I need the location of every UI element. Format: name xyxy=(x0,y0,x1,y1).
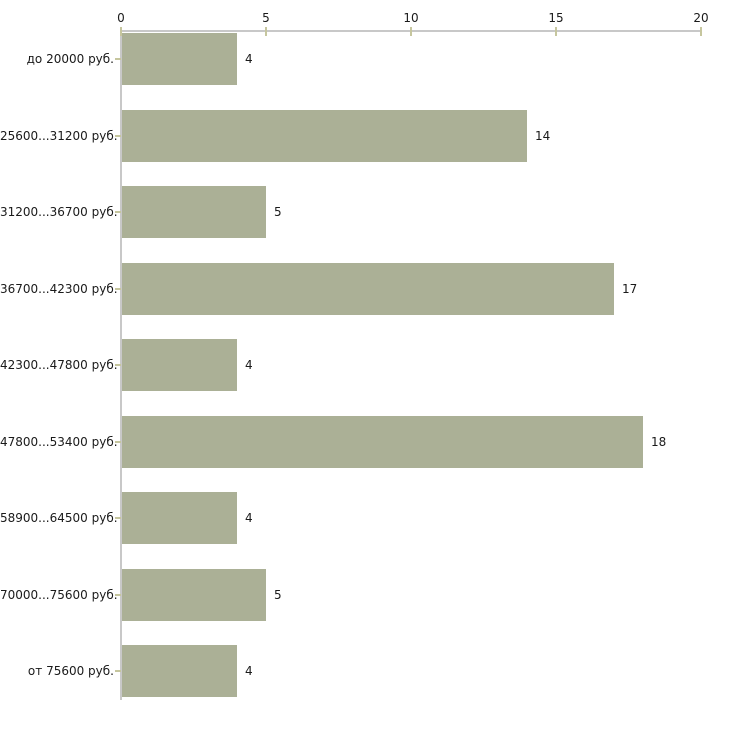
x-axis-tick-label: 20 xyxy=(693,11,709,25)
category-label: 42300...47800 руб. xyxy=(0,358,118,372)
y-axis-tick xyxy=(115,670,121,672)
category-label: 70000...75600 руб. xyxy=(0,588,118,602)
value-label: 5 xyxy=(274,205,282,219)
y-axis-tick xyxy=(115,135,121,137)
y-axis-tick xyxy=(115,58,121,60)
y-axis-tick xyxy=(115,517,121,519)
value-label: 4 xyxy=(245,52,253,66)
category-label: 31200...36700 руб. xyxy=(0,205,118,219)
x-axis-tick xyxy=(410,27,412,36)
category-label: до 20000 руб. xyxy=(26,52,114,66)
value-label: 5 xyxy=(274,588,282,602)
value-label: 4 xyxy=(245,664,253,678)
category-label: от 75600 руб. xyxy=(27,664,114,678)
category-label: 58900...64500 руб. xyxy=(0,511,118,525)
category-label: 25600...31200 руб. xyxy=(0,129,118,143)
value-label: 14 xyxy=(535,129,551,143)
bar xyxy=(122,263,614,315)
bar xyxy=(122,416,643,468)
value-label: 17 xyxy=(622,282,638,296)
bar xyxy=(122,645,237,697)
value-label: 4 xyxy=(245,511,253,525)
x-axis-tick-label: 5 xyxy=(262,11,270,25)
bar xyxy=(122,339,237,391)
bar xyxy=(122,110,527,162)
value-label: 4 xyxy=(245,358,253,372)
bar xyxy=(122,33,237,85)
y-axis-tick xyxy=(115,288,121,290)
x-axis-tick xyxy=(120,27,122,36)
category-label: 47800...53400 руб. xyxy=(0,435,118,449)
y-axis-tick xyxy=(115,211,121,213)
category-label: 36700...42300 руб. xyxy=(0,282,118,296)
x-axis-tick-label: 15 xyxy=(548,11,564,25)
y-axis-tick xyxy=(115,594,121,596)
x-axis-tick xyxy=(555,27,557,36)
x-axis-tick xyxy=(265,27,267,36)
x-axis-tick xyxy=(700,27,702,36)
x-axis-tick-label: 0 xyxy=(117,11,125,25)
y-axis-tick xyxy=(115,364,121,366)
x-axis-tick-label: 10 xyxy=(403,11,419,25)
y-axis-tick xyxy=(115,441,121,443)
bar xyxy=(122,569,266,621)
bar xyxy=(122,186,266,238)
bar xyxy=(122,492,237,544)
value-label: 18 xyxy=(651,435,667,449)
